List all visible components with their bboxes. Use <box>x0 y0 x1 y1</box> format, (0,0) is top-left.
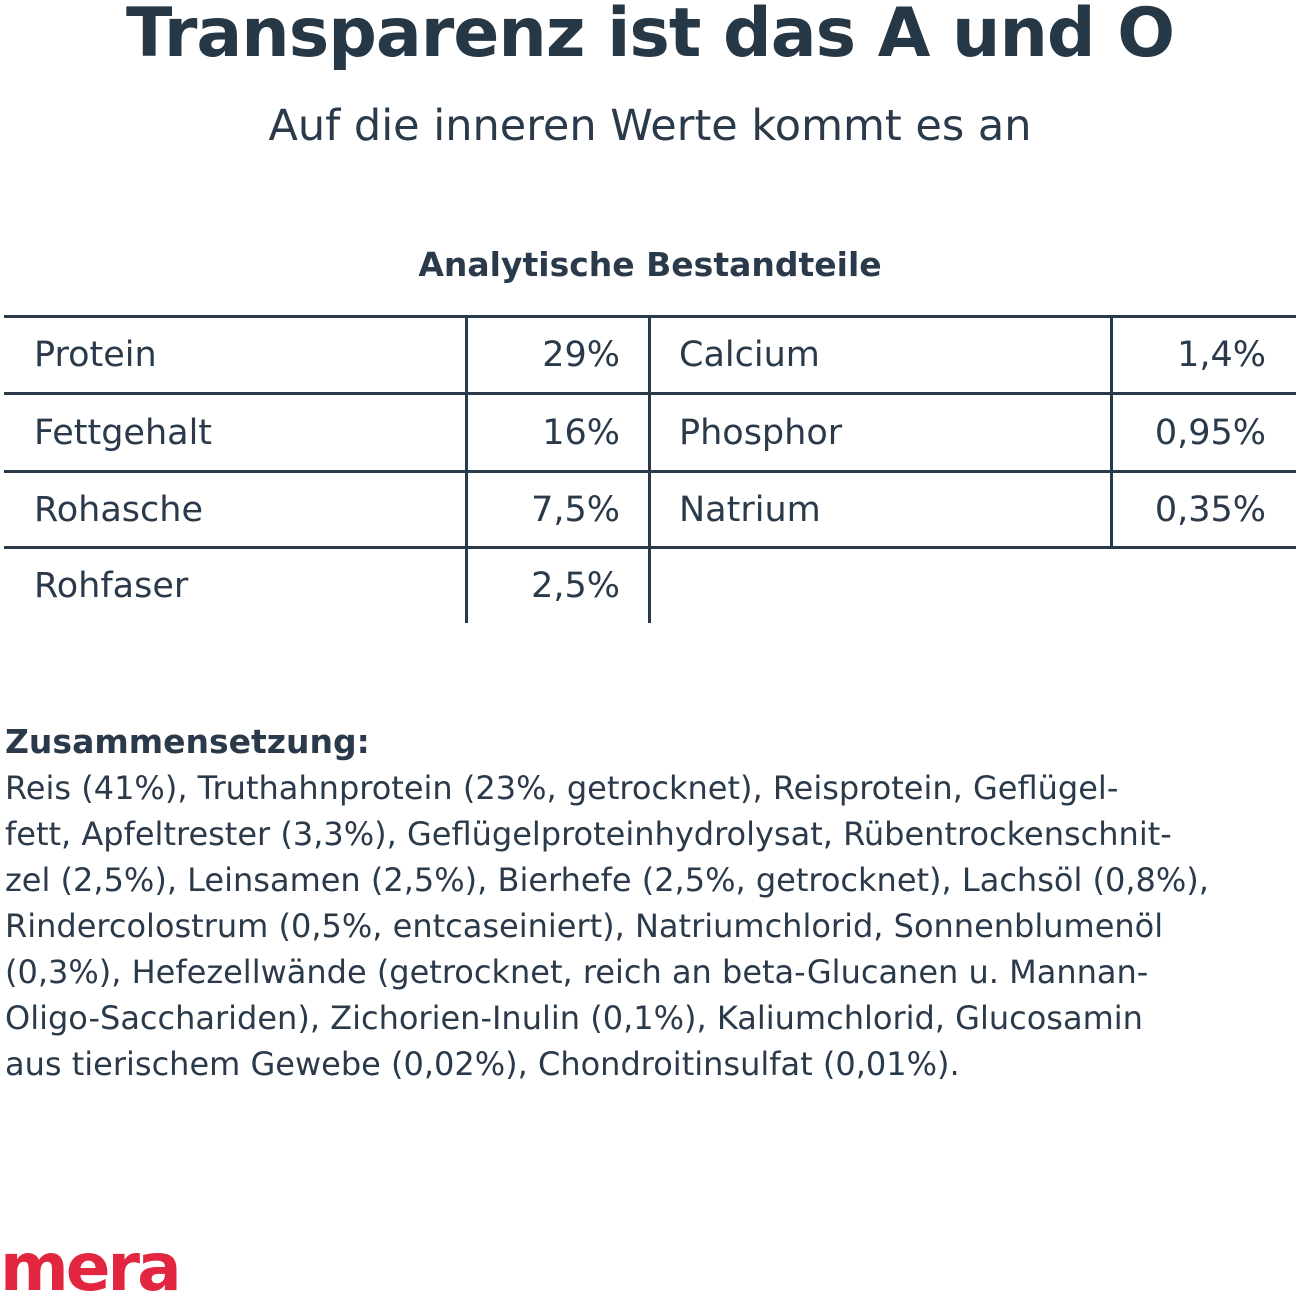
page-title: Transparenz ist das A und O <box>125 0 1175 73</box>
composition-line: (0,3%), Hefezellwände (getrocknet, reich… <box>5 953 1149 991</box>
composition-line: fett, Apfeltrester (3,3%), Geflügelprote… <box>5 815 1172 853</box>
composition-line: Oligo-Sacchariden), Zichorien-Inulin (0,… <box>5 999 1143 1037</box>
nutrient-label: Natrium <box>679 490 821 530</box>
nutrient-table: Protein 29% Fettgehalt 16% Rohasche 7,5%… <box>4 315 1296 623</box>
nutrient-label: Fettgehalt <box>34 413 213 453</box>
composition-line: Reis (41%), Truthahnprotein (23%, getroc… <box>5 769 1119 807</box>
composition-section: Zusammensetzung: Reis (41%), Truthahnpro… <box>5 719 1295 1087</box>
table-divider-left-value <box>465 315 468 623</box>
nutrient-label: Protein <box>34 335 157 375</box>
nutrient-value: 0,35% <box>1154 490 1266 530</box>
nutrient-value: 2,5% <box>531 566 620 606</box>
nutrient-label: Rohfaser <box>34 566 189 606</box>
table-divider-right-value <box>1110 315 1113 549</box>
nutrient-label: Rohasche <box>34 490 203 530</box>
composition-line: zel (2,5%), Leinsamen (2,5%), Bierhefe (… <box>5 861 1209 899</box>
nutrient-value: 29% <box>542 335 620 375</box>
nutrient-value: 1,4% <box>1177 335 1266 375</box>
nutrient-label: Phosphor <box>679 413 843 453</box>
page-subtitle: Auf die inneren Werte kommt es an <box>268 101 1032 151</box>
composition-line: aus tierischem Gewebe (0,02%), Chondroit… <box>5 1045 960 1083</box>
nutrient-value: 7,5% <box>531 490 620 530</box>
nutrient-value: 16% <box>542 413 620 453</box>
nutrient-value: 0,95% <box>1154 413 1266 453</box>
nutrient-label: Calcium <box>679 335 820 375</box>
analysis-heading: Analytische Bestandteile <box>418 245 882 284</box>
table-divider-middle <box>648 315 651 623</box>
composition-heading: Zusammensetzung: <box>5 722 370 761</box>
brand-logo: mera <box>0 1229 182 1306</box>
composition-line: Rindercolostrum (0,5%, entcaseiniert), N… <box>5 907 1164 945</box>
